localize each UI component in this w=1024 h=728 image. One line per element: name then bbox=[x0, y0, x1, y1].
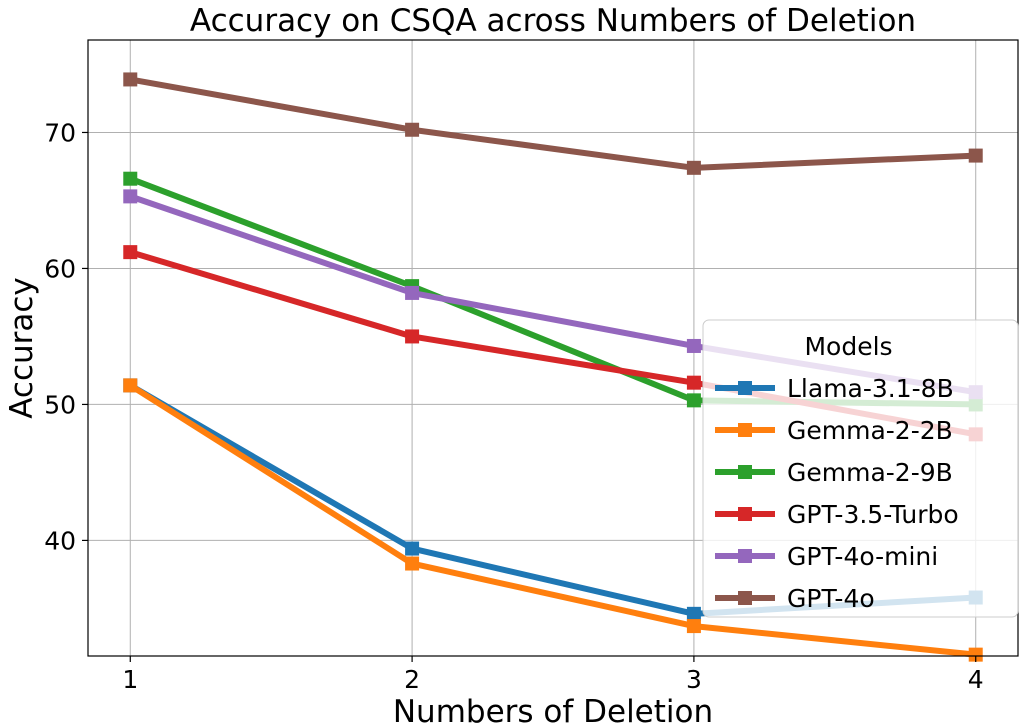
legend-box bbox=[702, 319, 1019, 618]
data-point bbox=[405, 541, 420, 556]
series-gemma-2-2b bbox=[123, 378, 983, 662]
legend-label: GPT-4o-mini bbox=[787, 542, 938, 571]
data-point bbox=[123, 72, 138, 87]
legend-label: Llama-3.1-8B bbox=[787, 374, 954, 403]
x-axis-label: Numbers of Deletion bbox=[393, 694, 713, 728]
x-tick-label: 4 bbox=[968, 665, 984, 694]
data-point bbox=[405, 556, 420, 571]
x-tick-label: 3 bbox=[686, 665, 702, 694]
y-tick-label: 40 bbox=[44, 526, 76, 555]
legend: Models Llama-3.1-8B Gemma-2-2B Gemma-2-9B GP… bbox=[702, 319, 1019, 618]
legend-swatch-marker bbox=[738, 381, 752, 395]
x-tick-label: 2 bbox=[404, 665, 420, 694]
data-point bbox=[968, 647, 983, 662]
data-point bbox=[968, 148, 983, 163]
data-point bbox=[686, 393, 701, 408]
legend-label: GPT-4o bbox=[787, 584, 875, 613]
data-point bbox=[686, 160, 701, 175]
legend-item: Llama-3.1-8B bbox=[715, 374, 954, 403]
y-tick-label: 70 bbox=[44, 118, 76, 147]
data-point bbox=[686, 375, 701, 390]
y-axis-label: Accuracy bbox=[4, 277, 40, 419]
legend-swatch-marker bbox=[738, 591, 752, 605]
legend-swatch-marker bbox=[738, 465, 752, 479]
grid-layer bbox=[88, 40, 1018, 656]
data-point bbox=[123, 245, 138, 260]
legend-title: Models bbox=[804, 332, 892, 361]
legend-item: Gemma-2-2B bbox=[715, 416, 953, 445]
data-point bbox=[123, 171, 138, 186]
series-line bbox=[129, 76, 976, 171]
series-line bbox=[128, 382, 977, 658]
legend-item: GPT-4o-mini bbox=[715, 542, 938, 571]
chart-title: Accuracy on CSQA across Numbers of Delet… bbox=[190, 3, 916, 39]
y-tick-label: 50 bbox=[44, 390, 76, 419]
legend-item: GPT-3.5-Turbo bbox=[715, 500, 959, 529]
legend-label: Gemma-2-2B bbox=[787, 416, 953, 445]
legend-label: Gemma-2-9B bbox=[787, 458, 953, 487]
data-point bbox=[686, 619, 701, 634]
data-point bbox=[686, 338, 701, 353]
x-tick-label: 1 bbox=[122, 665, 138, 694]
data-point bbox=[123, 378, 138, 393]
legend-swatch-marker bbox=[738, 507, 752, 521]
data-point bbox=[686, 606, 701, 621]
data-point bbox=[405, 122, 420, 137]
y-tick-label: 60 bbox=[44, 254, 76, 283]
legend-item: GPT-4o bbox=[715, 584, 875, 613]
series-gpt-4o bbox=[123, 72, 983, 175]
data-point bbox=[123, 189, 138, 204]
legend-item: Gemma-2-9B bbox=[715, 458, 953, 487]
tick-layer: 1 2 3 4 40 50 60 70 bbox=[44, 118, 983, 694]
data-point bbox=[405, 329, 420, 344]
legend-swatch-marker bbox=[738, 549, 752, 563]
legend-swatch-marker bbox=[738, 423, 752, 437]
legend-label: GPT-3.5-Turbo bbox=[787, 500, 959, 529]
data-point bbox=[405, 285, 420, 300]
